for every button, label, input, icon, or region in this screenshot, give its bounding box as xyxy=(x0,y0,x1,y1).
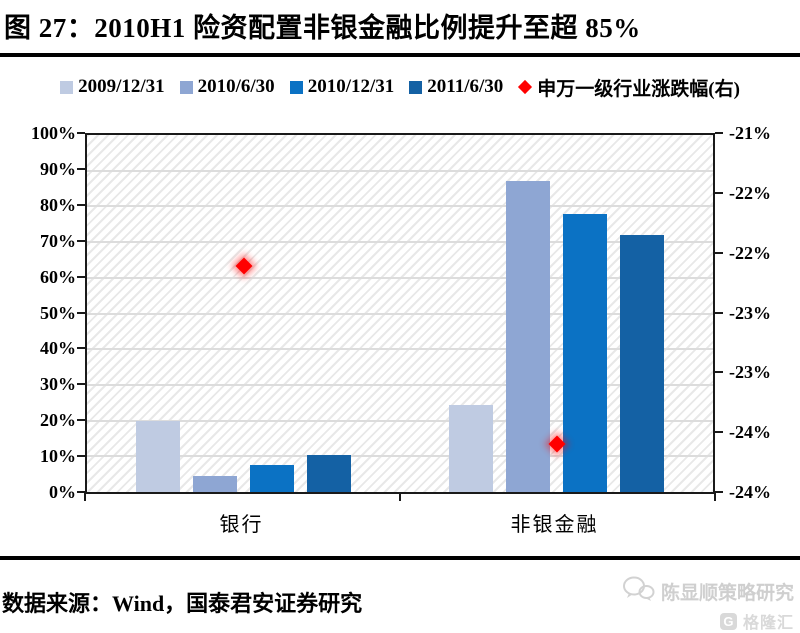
gridline-80 xyxy=(87,205,713,208)
left-axis-tick xyxy=(77,203,85,206)
left-axis-tick xyxy=(77,419,85,422)
wechat-icon xyxy=(621,576,655,607)
left-axis-tick xyxy=(77,383,85,386)
watermark-account-name: 陈显顺策略研究 xyxy=(660,583,794,604)
right-axis-tick xyxy=(715,431,723,434)
legend-item-scatter: 申万一级行业涨跌幅(右) xyxy=(518,74,740,101)
left-axis-tick-label: 20% xyxy=(40,410,76,431)
gelonghui-logo-icon: G xyxy=(719,612,737,630)
figure-title: 图 27：2010H1 险资配置非银金融比例提升至超 85% xyxy=(4,13,641,43)
left-axis-tick-label: 60% xyxy=(40,266,76,287)
left-axis-tick-label: 40% xyxy=(40,338,76,359)
left-axis-tick-label: 100% xyxy=(31,123,76,143)
bar-银行-2009/12/31 xyxy=(136,420,180,492)
left-axis-tick-label: 80% xyxy=(40,194,76,215)
left-axis-tick xyxy=(77,132,85,134)
x-axis-tick xyxy=(399,493,401,501)
bar-银行-2011/6/30 xyxy=(307,454,351,492)
gridline-90 xyxy=(87,169,713,172)
legend-item-series-0: 2009/12/31 xyxy=(60,76,165,98)
right-axis-tick-label: -22% xyxy=(729,182,771,203)
watermark: 陈显顺策略研究 G 格隆汇 xyxy=(564,576,794,633)
legend-label: 2010/6/30 xyxy=(197,76,275,97)
left-axis-tick-label: 90% xyxy=(40,158,76,179)
legend-label: 2011/6/30 xyxy=(427,76,504,97)
legend-swatch-icon xyxy=(289,80,303,94)
legend-swatch-icon xyxy=(179,80,193,94)
legend-label: 2010/12/31 xyxy=(307,76,395,97)
legend-label: 2009/12/31 xyxy=(78,76,165,97)
legend-label: 申万一级行业涨跌幅(右) xyxy=(537,78,740,100)
x-axis-tick xyxy=(84,493,86,501)
right-axis-tick-label: -21% xyxy=(729,123,771,143)
x-axis-tick xyxy=(714,493,716,501)
right-axis-tick xyxy=(715,132,723,134)
legend-item-series-3: 2011/6/30 xyxy=(409,76,503,98)
right-axis-tick-label: -23% xyxy=(729,362,771,383)
x-axis-category-label: 银行 xyxy=(219,514,264,536)
bar-非银金融-2010/6/30 xyxy=(506,181,550,492)
watermark-platform-name: 格隆汇 xyxy=(742,615,794,632)
left-axis-tick xyxy=(77,275,85,278)
left-axis-tick xyxy=(77,347,85,350)
right-axis-tick xyxy=(715,191,723,194)
left-axis-tick-label: 0% xyxy=(49,482,76,502)
right-axis-tick xyxy=(715,251,723,254)
gridline-60 xyxy=(87,276,713,279)
gridline-20 xyxy=(87,419,713,422)
plot-area xyxy=(85,133,715,494)
left-axis-tick-label: 50% xyxy=(40,302,76,323)
left-axis-tick xyxy=(77,311,85,314)
gridline-30 xyxy=(87,383,713,386)
left-axis-tick xyxy=(77,455,85,458)
legend-item-series-1: 2010/6/30 xyxy=(179,76,275,98)
bar-非银金融-2010/12/31 xyxy=(563,213,607,492)
right-axis-tick xyxy=(715,371,723,374)
bar-银行-2010/6/30 xyxy=(193,475,237,492)
data-source-note: 数据来源：Wind，国泰君安证券研究 xyxy=(2,591,363,616)
legend-item-series-2: 2010/12/31 xyxy=(289,76,395,98)
legend-swatch-icon xyxy=(60,80,74,94)
gridline-50 xyxy=(87,312,713,315)
legend-swatch-icon xyxy=(409,80,423,94)
footer-divider xyxy=(0,556,800,560)
right-axis-tick-label: -22% xyxy=(729,242,771,263)
right-axis-tick-label: -23% xyxy=(729,302,771,323)
title-divider xyxy=(0,53,800,57)
left-axis-tick xyxy=(77,491,85,493)
right-axis-tick xyxy=(715,491,723,493)
right-axis-tick xyxy=(715,311,723,314)
left-axis-tick xyxy=(77,167,85,170)
bar-非银金融-2011/6/30 xyxy=(620,234,664,492)
bar-银行-2010/12/31 xyxy=(250,465,294,492)
gridline-10 xyxy=(87,455,713,458)
bar-非银金融-2009/12/31 xyxy=(449,404,493,492)
bar-chart: 100% 90% 80% 70% 60% 50% 40% 30% 20% 10% 0% -21% -22… xyxy=(0,112,800,548)
gridline-70 xyxy=(87,241,713,244)
left-axis-tick-label: 30% xyxy=(40,374,76,395)
right-axis-tick-label: -24% xyxy=(729,482,771,502)
right-axis-tick-label: -24% xyxy=(729,422,771,443)
left-axis-tick-label: 70% xyxy=(40,230,76,251)
x-axis-category-label: 非银金融 xyxy=(510,514,599,536)
legend-diamond-icon xyxy=(518,79,533,95)
gridline-40 xyxy=(87,348,713,351)
scatter-diamond-银行 xyxy=(235,257,252,275)
left-axis-tick xyxy=(77,239,85,242)
left-axis-tick-label: 10% xyxy=(40,446,76,467)
chart-legend: 2009/12/31 2010/6/30 2010/12/31 2011/6/30 申万… xyxy=(0,74,800,100)
